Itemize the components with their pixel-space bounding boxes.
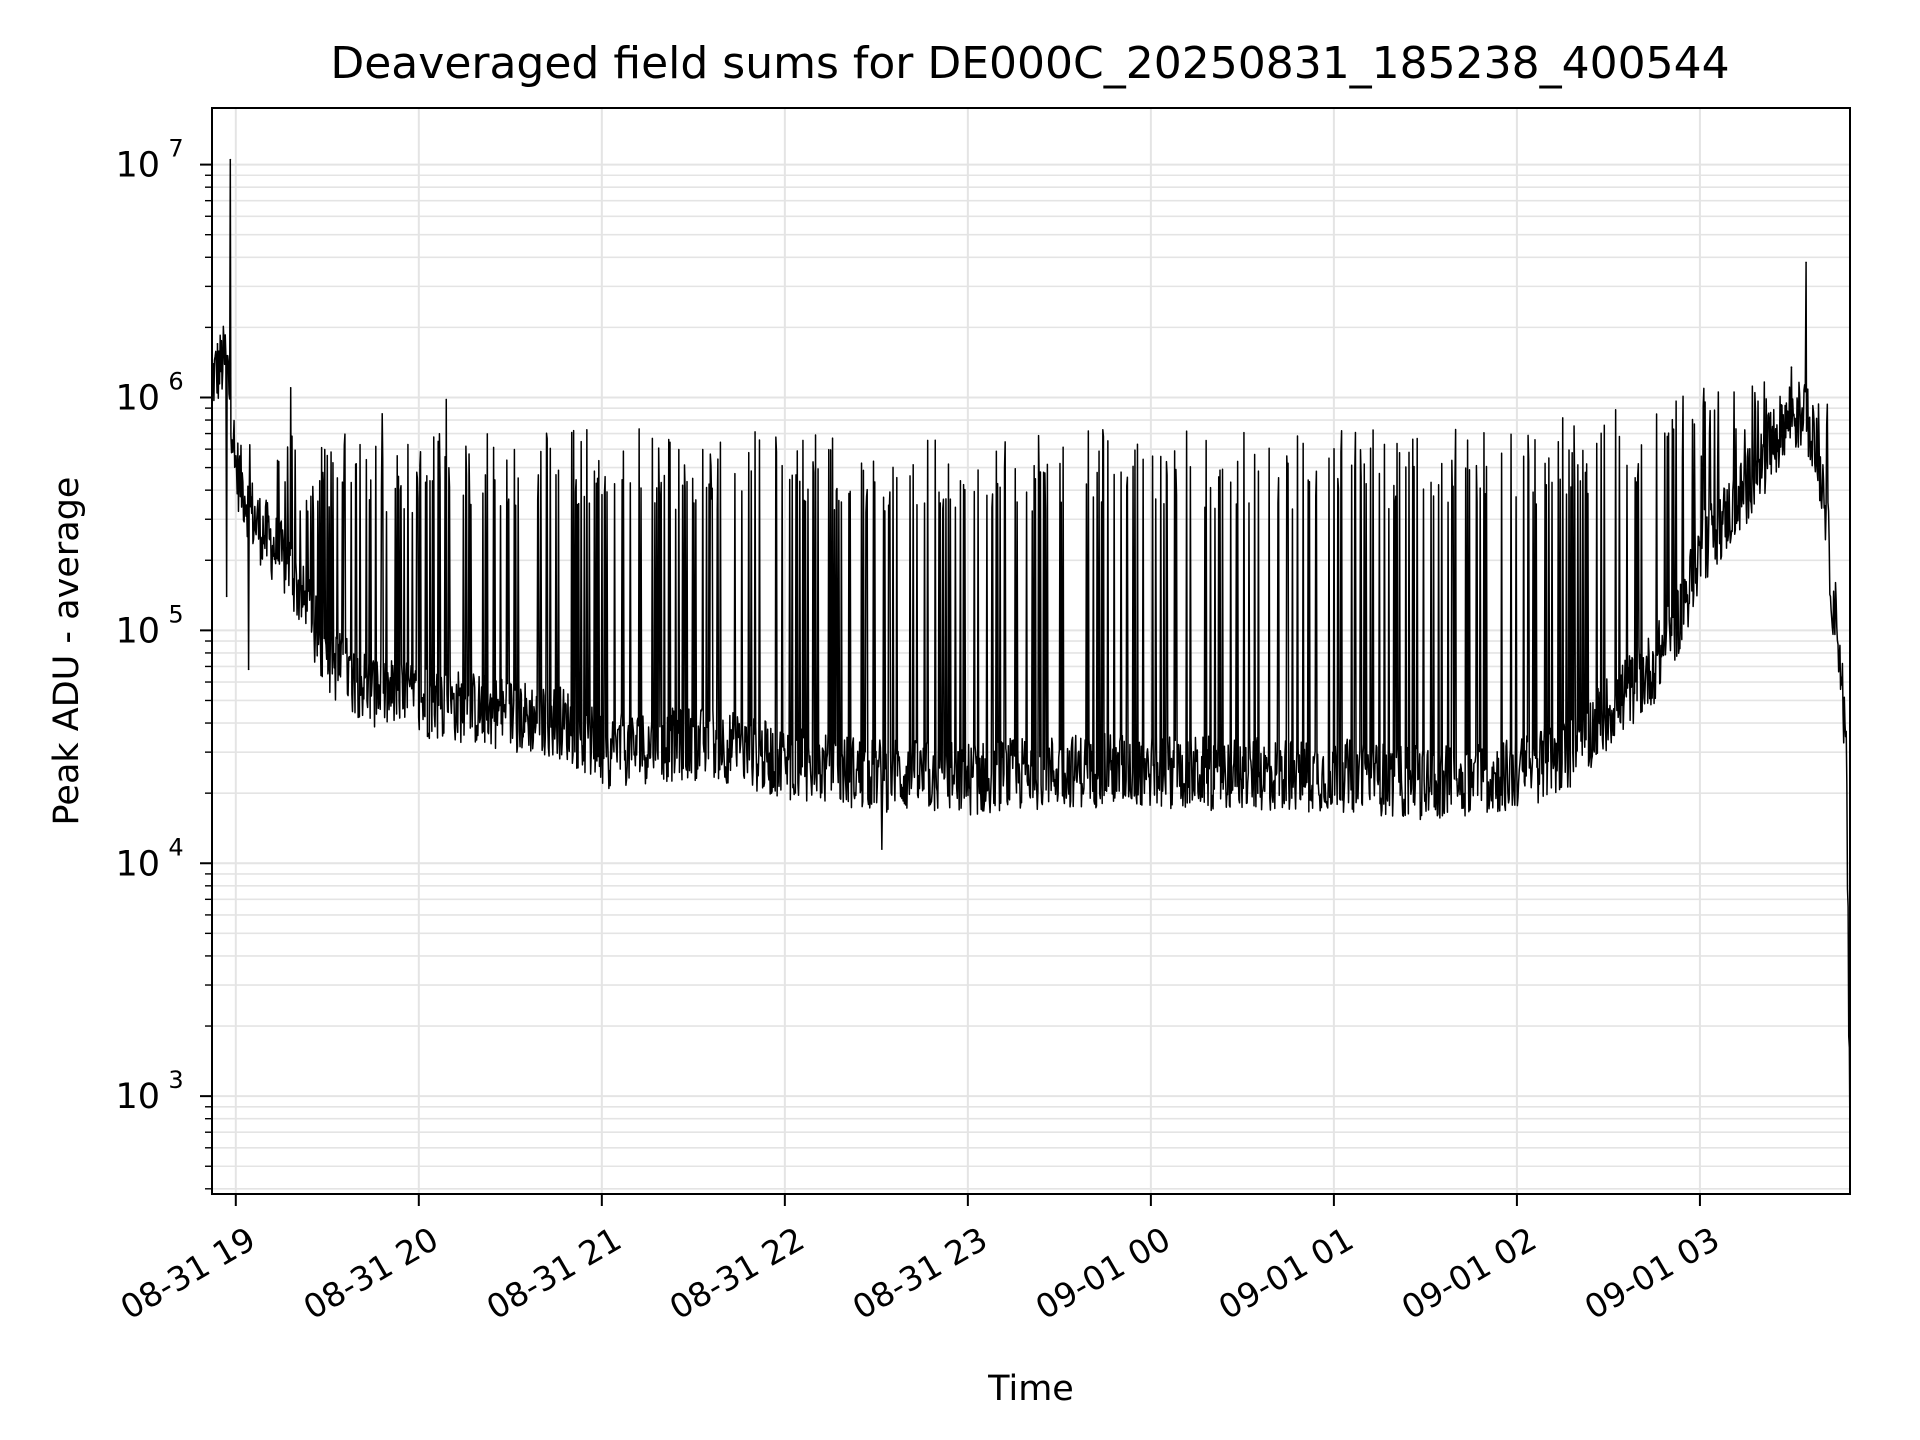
y-axis-label: Peak ADU - average (47, 477, 87, 826)
y-tick-exponent: 7 (168, 135, 183, 163)
y-tick-label: 10 (115, 146, 160, 186)
y-tick-label: 10 (115, 611, 160, 651)
plot-frame (211, 107, 1851, 1195)
y-tick-exponent: 4 (168, 833, 183, 861)
peak-point (1790, 366, 1793, 368)
peak-point (445, 398, 448, 401)
peak-point (289, 387, 292, 389)
y-tick-exponent: 6 (168, 367, 183, 395)
series-layer (211, 158, 1851, 1150)
x-axis-label: Time (987, 1369, 1074, 1409)
y-tick-exponent: 5 (168, 600, 183, 628)
y-tick-exponent: 3 (168, 1066, 183, 1094)
peak-point (1805, 261, 1807, 264)
chart-title: Deaveraged field sums for DE000C_2025083… (330, 38, 1729, 89)
dip-point (881, 848, 883, 850)
y-tick-label: 10 (115, 1077, 160, 1117)
y-tick-label: 10 (115, 378, 160, 418)
dip-point (225, 595, 228, 598)
peak-point (381, 413, 384, 415)
dip-point (247, 668, 250, 671)
series-line (211, 158, 1851, 1150)
y-tick-label: 10 (115, 844, 160, 884)
peak-point (216, 343, 219, 345)
peak-point (229, 158, 232, 161)
